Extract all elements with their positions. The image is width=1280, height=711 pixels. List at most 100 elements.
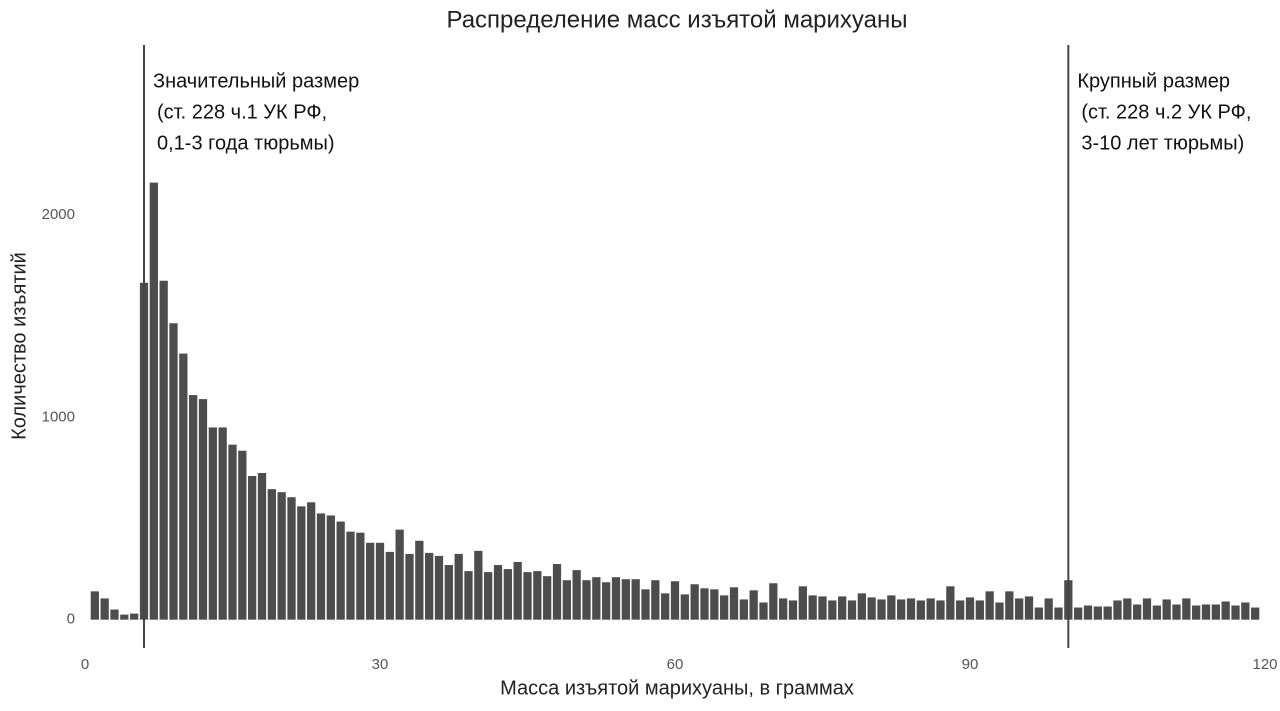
bar [1211,604,1220,620]
bar [1221,601,1230,620]
bar [297,506,306,620]
x-tick-label: 120 [1252,656,1277,673]
bar [356,532,365,620]
bar [759,602,768,620]
bar [1113,600,1122,620]
bar [267,489,276,620]
x-tick-label: 90 [962,656,979,673]
bar [1182,598,1191,620]
bar [621,579,630,620]
bar [1024,596,1034,620]
bar [159,280,168,620]
bar [198,399,208,620]
bar [936,600,945,620]
bar [788,600,798,620]
bar [562,580,571,620]
bar [543,576,552,620]
bar [779,598,788,620]
bar [700,588,709,620]
bar [326,515,335,620]
annotation: (ст. 228 ч.1 УК РФ, [157,101,327,123]
bar [985,591,994,620]
bar [474,550,483,620]
bar [218,427,227,620]
bar [1201,604,1211,620]
x-tick-label: 60 [667,656,684,673]
x-axis-label: Масса изъятой марихуаны, в граммах [500,677,854,699]
y-axis-label: Количество изъятий [8,252,30,440]
bar [611,577,621,620]
bar [287,497,296,620]
bar [995,602,1004,620]
bar [602,582,611,620]
bar [1152,605,1161,620]
bar [897,599,906,620]
x-tick-label: 30 [372,656,389,673]
bar [631,579,640,620]
chart-title: Распределение масс изъятой марихуаны [446,6,907,33]
bar [169,323,178,620]
y-tick-label: 1000 [42,408,75,425]
x-tick-label: 0 [81,656,89,673]
bar [1103,606,1112,620]
bar [395,529,404,620]
bar [749,590,758,620]
bar [965,597,975,620]
bar [238,450,247,620]
bar [464,571,473,620]
bar [651,580,660,620]
y-tick-label: 0 [67,611,75,628]
bar [1162,599,1171,620]
annotation: (ст. 228 ч.2 УК РФ, [1081,101,1251,123]
bar [867,597,876,620]
bar [680,594,689,620]
bar [405,553,414,620]
y-tick-label: 2000 [42,206,75,223]
bar [926,598,935,620]
bar [769,583,778,620]
bar [946,586,955,620]
bar [828,600,837,620]
bar [513,562,522,620]
bar [189,395,198,620]
bar [1172,604,1181,620]
bar [208,427,217,620]
bar [120,614,129,620]
bar [1034,607,1043,620]
bar [336,521,345,620]
annotation: 0,1-3 года тюрьмы) [157,132,335,154]
bar [1054,607,1063,620]
bar [552,564,562,620]
bar [739,599,748,620]
bar [1074,607,1083,620]
bar [857,593,866,620]
bar [887,595,896,620]
bar [90,591,99,620]
bar [808,595,817,620]
bar [729,587,739,620]
bar [661,593,670,620]
annotation: Крупный размер [1077,70,1230,92]
bar [720,595,729,620]
bar [149,182,158,620]
bar [906,598,916,620]
bar [179,353,188,620]
bar [1133,604,1142,620]
bar [130,613,139,620]
annotation: 3-10 лет тюрьмы) [1081,132,1244,154]
bar [307,502,316,620]
bar [847,600,857,620]
bar [572,570,581,620]
bar [956,600,965,620]
bar [385,551,394,620]
bar [484,572,493,620]
bar [316,513,326,620]
bar [346,531,355,620]
bar [818,596,827,620]
bar [257,472,267,620]
bar [248,476,257,620]
bar [366,542,375,620]
bar [523,572,532,620]
bar [1015,598,1024,620]
bar [1251,607,1260,620]
